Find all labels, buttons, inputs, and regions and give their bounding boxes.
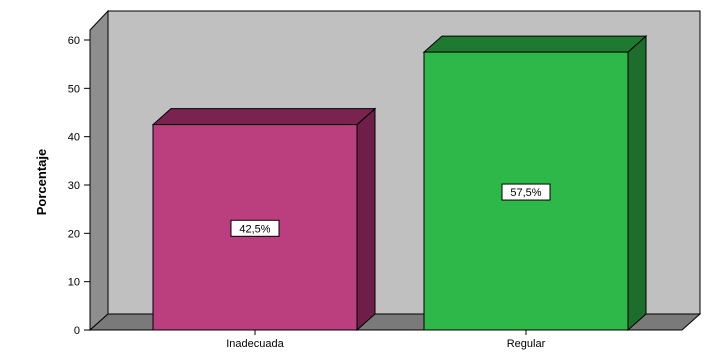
y-tick-label: 0 <box>74 325 80 337</box>
data-label-box <box>230 219 280 237</box>
y-tick-label: 30 <box>68 180 80 192</box>
x-tick-label: Inadecuada <box>226 338 284 350</box>
y-tick-label: 40 <box>68 132 80 144</box>
y-tick-label: 50 <box>68 83 80 95</box>
x-tick-label: Regular <box>507 338 546 350</box>
y-tick-label: 60 <box>68 35 80 47</box>
bar-top <box>422 35 648 53</box>
bar-side <box>627 34 647 332</box>
bar-inadecuada: 42,5% <box>151 107 377 332</box>
data-label: 57,5% <box>510 187 541 199</box>
data-label: 42,5% <box>239 223 270 235</box>
category-labels: Inadecuada Regular <box>226 330 546 350</box>
y-tick-label: 10 <box>68 277 80 289</box>
y-axis-ticks: 0 10 20 30 40 50 60 <box>68 35 90 337</box>
bar-top <box>151 108 377 126</box>
plot-left-wall <box>89 9 109 332</box>
y-tick-label: 20 <box>68 228 80 240</box>
data-label-box <box>501 183 551 201</box>
y-axis-label: Porcentaje <box>34 149 49 215</box>
bar-regular: 57,5% <box>422 34 648 332</box>
bar-side <box>356 107 376 332</box>
